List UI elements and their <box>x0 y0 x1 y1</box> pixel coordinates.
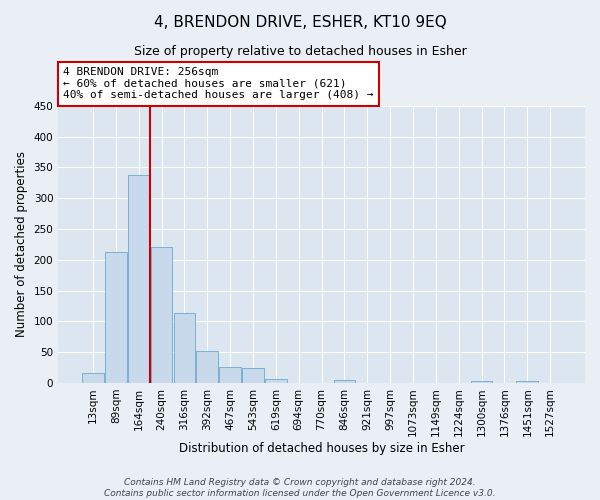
X-axis label: Distribution of detached houses by size in Esher: Distribution of detached houses by size … <box>179 442 464 455</box>
Bar <box>242 368 264 383</box>
Bar <box>196 352 218 383</box>
Text: Contains HM Land Registry data © Crown copyright and database right 2024.
Contai: Contains HM Land Registry data © Crown c… <box>104 478 496 498</box>
Bar <box>128 175 149 383</box>
Text: 4 BRENDON DRIVE: 256sqm
← 60% of detached houses are smaller (621)
40% of semi-d: 4 BRENDON DRIVE: 256sqm ← 60% of detache… <box>64 67 374 100</box>
Bar <box>105 252 127 383</box>
Bar <box>334 380 355 383</box>
Bar <box>517 381 538 383</box>
Text: 4, BRENDON DRIVE, ESHER, KT10 9EQ: 4, BRENDON DRIVE, ESHER, KT10 9EQ <box>154 15 446 30</box>
Y-axis label: Number of detached properties: Number of detached properties <box>15 152 28 338</box>
Bar <box>471 381 493 383</box>
Bar <box>173 314 195 383</box>
Bar <box>265 378 287 383</box>
Bar <box>151 248 172 383</box>
Bar <box>82 373 104 383</box>
Text: Size of property relative to detached houses in Esher: Size of property relative to detached ho… <box>134 45 466 58</box>
Bar <box>219 367 241 383</box>
